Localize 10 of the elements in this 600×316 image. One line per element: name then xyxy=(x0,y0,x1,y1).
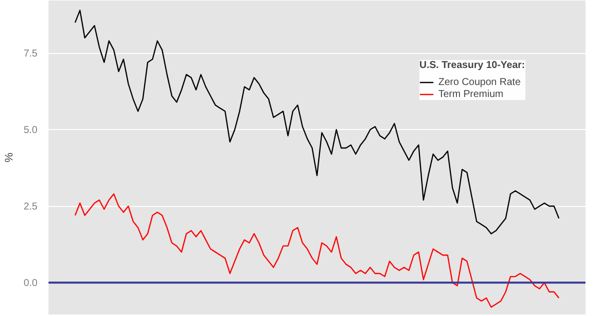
line-series xyxy=(74,10,560,234)
y-axis-title: % xyxy=(4,152,16,162)
legend-label: Term Premium xyxy=(438,88,504,100)
y-tick-label: 2.5 xyxy=(24,202,38,213)
y-tick-label: 7.5 xyxy=(24,48,38,60)
legend-title: U.S. Treasury 10-Year: xyxy=(419,60,525,71)
y-tick-label: 0.0 xyxy=(24,278,38,290)
legend-label: Zero Coupon Rate xyxy=(438,76,521,88)
y-tick-label: 5.0 xyxy=(24,125,38,136)
line-series xyxy=(74,193,560,308)
